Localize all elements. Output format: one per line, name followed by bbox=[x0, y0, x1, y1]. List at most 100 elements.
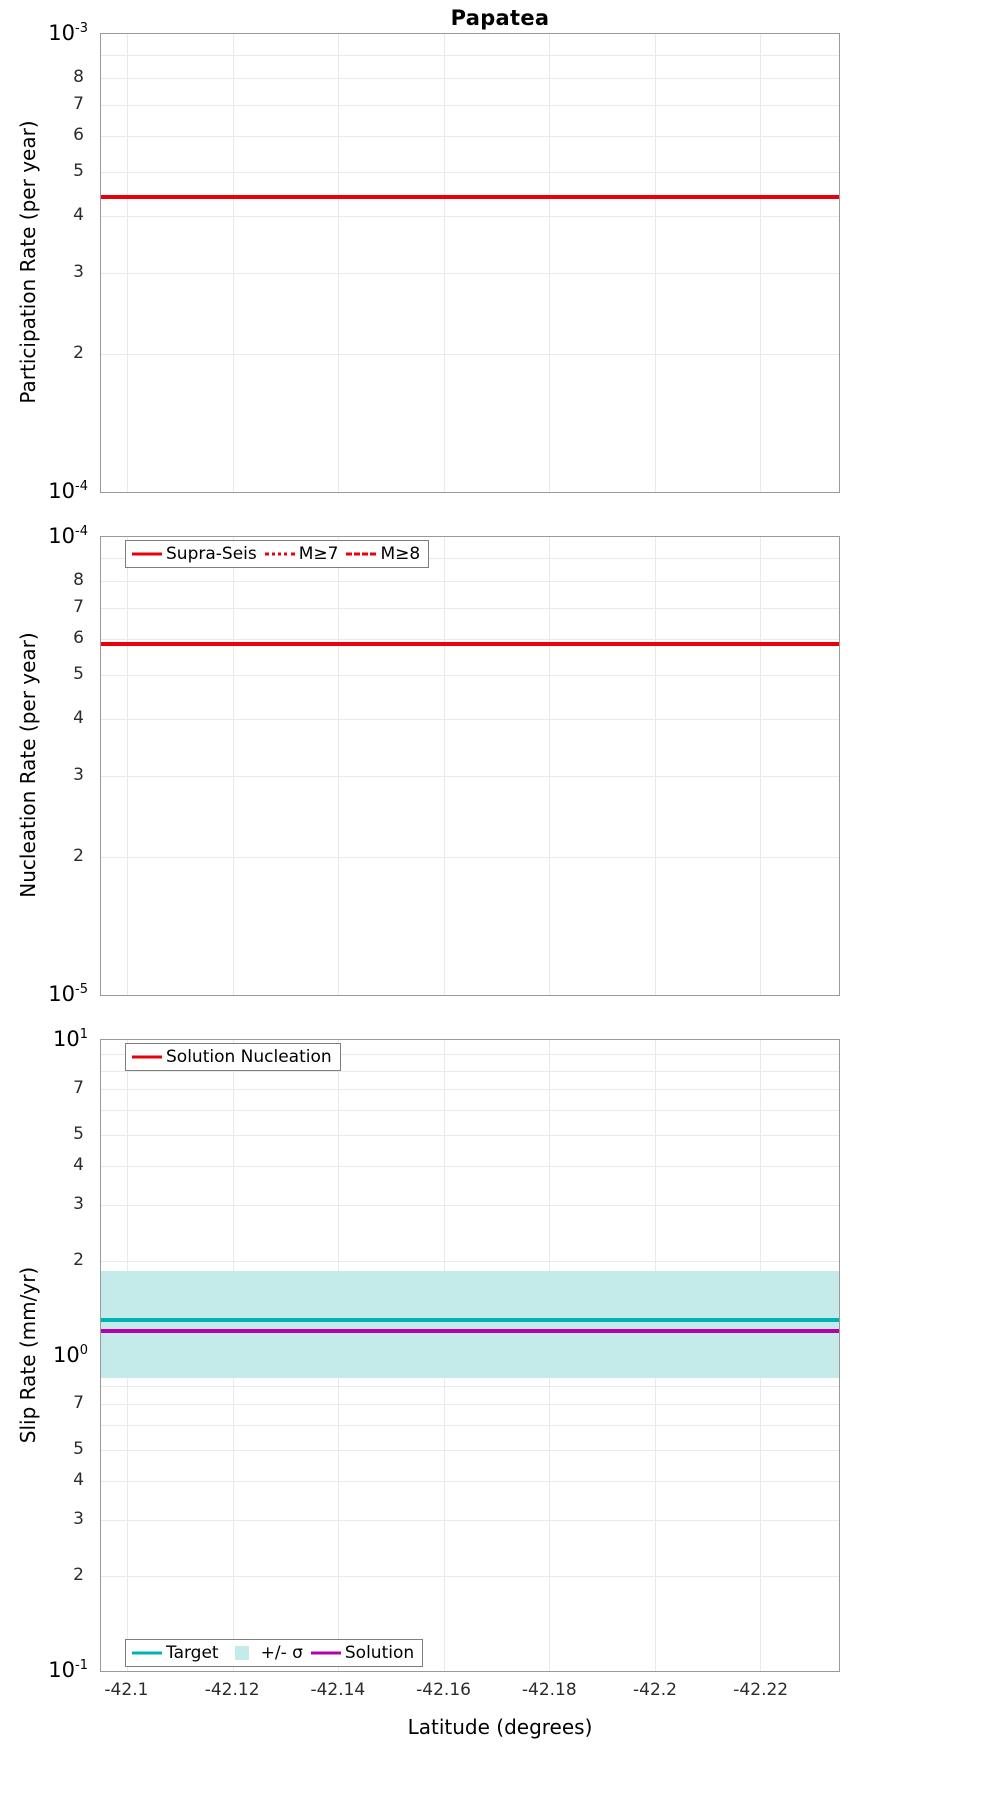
gridline-vertical bbox=[127, 34, 129, 492]
legend-label: M≥7 bbox=[298, 544, 339, 564]
legend-entry: Solution Nucleation bbox=[132, 1047, 334, 1067]
gridline-vertical bbox=[549, 34, 551, 492]
legend-label: Solution bbox=[344, 1643, 415, 1663]
gridline-vertical bbox=[127, 537, 129, 995]
legend-entry: Solution bbox=[310, 1643, 416, 1663]
gridline-horizontal bbox=[101, 1260, 839, 1262]
y-tick-label: 3 bbox=[73, 1509, 84, 1530]
legend-key-icon bbox=[310, 1646, 341, 1660]
gridline-vertical bbox=[443, 537, 445, 995]
gridline-horizontal bbox=[101, 1204, 839, 1206]
gridline-vertical bbox=[232, 34, 234, 492]
gridline-horizontal bbox=[101, 171, 839, 173]
gridline-horizontal bbox=[101, 719, 839, 721]
y-tick-label: 7 bbox=[73, 1393, 84, 1414]
gridline-vertical bbox=[654, 34, 656, 492]
y-tick-label: 5 bbox=[73, 1439, 84, 1460]
y-tick-label: 8 bbox=[73, 67, 84, 88]
y-tick-label: 10-1 bbox=[48, 1658, 88, 1682]
y-tick-label: 4 bbox=[73, 708, 84, 729]
y-tick-label: 7 bbox=[73, 93, 84, 114]
gridline-vertical bbox=[338, 34, 340, 492]
y-tick-label: 7 bbox=[73, 596, 84, 617]
series-line-solution-nucleation bbox=[101, 641, 839, 646]
panel-participation-rate bbox=[100, 33, 840, 493]
panel-slip-rate bbox=[100, 1039, 840, 1672]
legend-panel2: Solution Nucleation bbox=[125, 1043, 341, 1071]
panel2-y-axis-label: Nucleation Rate (per year) bbox=[16, 632, 40, 898]
y-tick-label: 6 bbox=[73, 627, 84, 648]
x-tick-label: -42.2 bbox=[633, 1680, 677, 1700]
y-tick-label: 100 bbox=[52, 1342, 88, 1367]
gridline-vertical bbox=[443, 34, 445, 492]
gridline-horizontal bbox=[101, 1109, 839, 1111]
panel3-y-ticks: 101 7 5 4 3 2 100 7 5 4 3 2 10-1 bbox=[0, 1027, 94, 1682]
y-tick-label: 3 bbox=[73, 1193, 84, 1214]
gridline-horizontal bbox=[101, 1450, 839, 1452]
legend-key-icon bbox=[346, 547, 377, 561]
y-tick-label: 10-4 bbox=[48, 524, 88, 548]
gridline-vertical bbox=[549, 537, 551, 995]
legend-label: M≥8 bbox=[380, 544, 421, 564]
y-tick-label: 7 bbox=[73, 1077, 84, 1098]
gridline-horizontal bbox=[101, 1425, 839, 1427]
gridline-horizontal bbox=[101, 857, 839, 859]
legend-panel1: Supra-Seis M≥7 M≥8 bbox=[125, 540, 430, 568]
page-title: Papatea bbox=[450, 6, 550, 30]
legend-label: Solution Nucleation bbox=[166, 1047, 332, 1067]
legend-label: Supra-Seis bbox=[166, 544, 257, 564]
x-tick-label: -42.1 bbox=[104, 1680, 149, 1700]
panel2-y-ticks: 10-4 8 7 6 5 4 3 2 10-5 bbox=[0, 524, 94, 1006]
x-tick-label: -42.18 bbox=[521, 1680, 577, 1700]
panel3-y-axis-label: Slip Rate (mm/yr) bbox=[16, 1266, 40, 1443]
y-tick-label: 101 bbox=[52, 1027, 88, 1051]
legend-entry: M≥7 bbox=[264, 544, 347, 564]
y-tick-label: 5 bbox=[73, 1123, 84, 1144]
y-tick-label: 5 bbox=[73, 160, 84, 181]
gridline-horizontal bbox=[101, 1386, 839, 1388]
x-tick-label: -42.16 bbox=[416, 1680, 471, 1700]
series-line-solution bbox=[101, 1328, 839, 1333]
gridline-horizontal bbox=[101, 354, 839, 356]
legend-entry: Supra-Seis bbox=[132, 544, 265, 564]
series-band-- bbox=[101, 1271, 839, 1378]
y-tick-label: 6 bbox=[73, 124, 84, 145]
legend-panel3: Target +/- σ Solution bbox=[125, 1639, 424, 1667]
gridline-horizontal bbox=[101, 78, 839, 80]
gridline-horizontal bbox=[101, 581, 839, 583]
x-tick-label: -42.22 bbox=[733, 1680, 789, 1700]
gridline-vertical bbox=[759, 34, 761, 492]
y-tick-label: 10-5 bbox=[48, 982, 88, 1006]
series-line-target bbox=[101, 1317, 839, 1322]
gridline-horizontal bbox=[101, 1576, 839, 1578]
gridline-horizontal bbox=[101, 1404, 839, 1406]
y-tick-label: 10-4 bbox=[48, 479, 88, 503]
y-tick-label: 3 bbox=[73, 262, 84, 283]
gridline-horizontal bbox=[101, 1054, 839, 1056]
y-tick-label: 2 bbox=[73, 846, 84, 867]
y-tick-label: 4 bbox=[73, 1470, 84, 1491]
y-tick-label: 8 bbox=[73, 570, 84, 591]
y-tick-label: 4 bbox=[73, 1154, 84, 1175]
legend-key-icon bbox=[264, 547, 295, 561]
y-tick-label: 2 bbox=[73, 343, 84, 364]
x-tick-label: -42.14 bbox=[310, 1680, 366, 1700]
gridline-horizontal bbox=[101, 1520, 839, 1522]
gridline-vertical bbox=[654, 537, 656, 995]
y-tick-label: 2 bbox=[73, 1249, 84, 1270]
x-axis-label: Latitude (degrees) bbox=[407, 1715, 593, 1739]
gridline-horizontal bbox=[101, 216, 839, 218]
y-tick-label: 2 bbox=[73, 1565, 84, 1586]
gridline-vertical bbox=[759, 537, 761, 995]
gridline-horizontal bbox=[101, 54, 839, 56]
gridline-horizontal bbox=[101, 1070, 839, 1072]
legend-key-icon bbox=[132, 1050, 162, 1064]
legend-entry: M≥8 bbox=[346, 544, 422, 564]
legend-key-icon bbox=[132, 547, 162, 561]
y-tick-label: 10-3 bbox=[48, 21, 88, 45]
gridline-horizontal bbox=[101, 1481, 839, 1483]
gridline-horizontal bbox=[101, 1088, 839, 1090]
gridline-horizontal bbox=[101, 104, 839, 106]
panel1-y-axis-label: Participation Rate (per year) bbox=[16, 120, 40, 404]
